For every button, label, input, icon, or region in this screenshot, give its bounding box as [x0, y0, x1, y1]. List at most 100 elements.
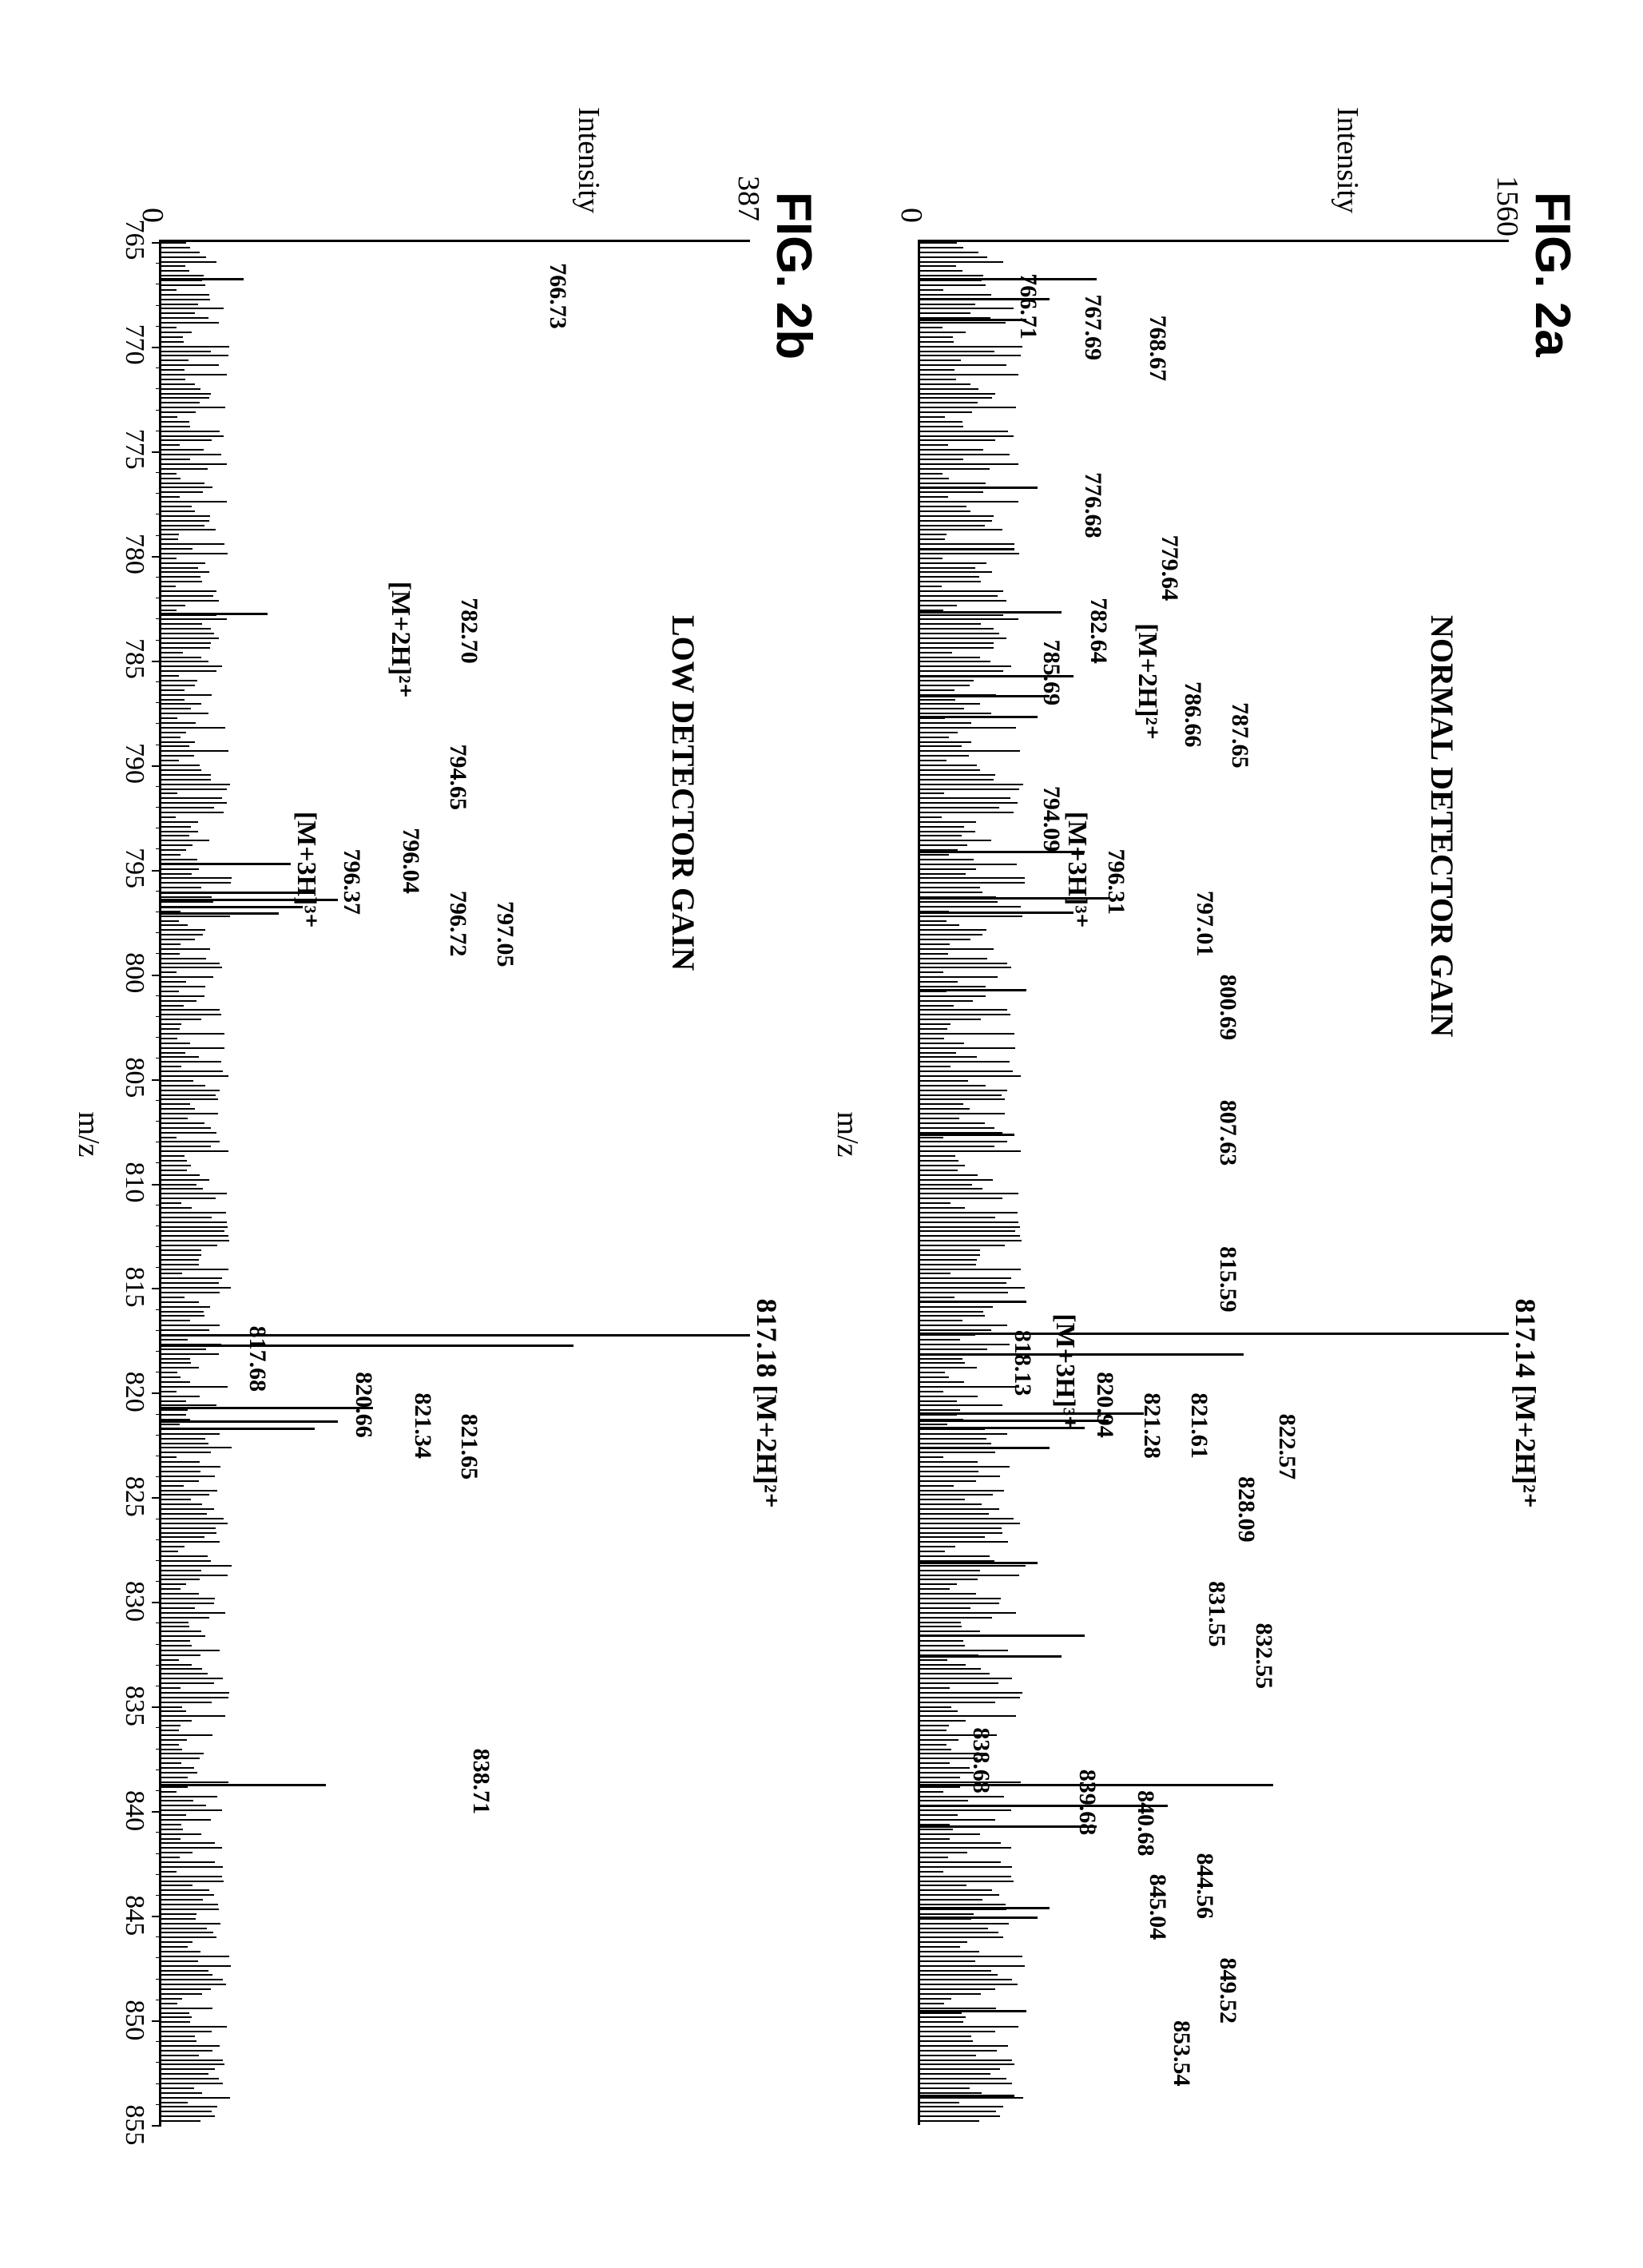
peak-label: 796.04: [396, 828, 423, 894]
peak-label: 782.70: [455, 598, 482, 664]
y-zero-a: 0: [894, 208, 929, 223]
peak-label: 782.64: [1085, 598, 1112, 664]
peak-label: 786.66: [1179, 681, 1206, 747]
peak-label: 787.65: [1226, 702, 1253, 769]
spectrum-peak: [161, 1420, 338, 1423]
xtick-label: 775: [119, 428, 149, 469]
peak-label: 818.13: [1008, 1329, 1035, 1396]
noise-region-a: [920, 242, 1026, 2125]
spectrum-peak: [920, 319, 1026, 321]
xticks-b: 7657707757807857907958008058108158208258…: [109, 240, 149, 2125]
spectrum-peak: [920, 298, 1050, 300]
spectrum-peak: [920, 1655, 1062, 1658]
peak-label: 832.55: [1249, 1623, 1276, 1689]
spectrum-peak: [161, 1427, 315, 1429]
spectrum-peak: [920, 486, 1038, 488]
peak-label: 821.65: [455, 1413, 482, 1480]
y-axis-label-b: Intensity: [571, 107, 606, 213]
spectrum-peak: [161, 905, 303, 908]
spectrum-peak: [920, 1916, 1038, 1919]
peak-label: 767.69: [1078, 294, 1105, 360]
peak-label: 815.59: [1214, 1246, 1241, 1313]
peak-label: 821.34: [408, 1392, 435, 1459]
spectrum-peak: [161, 1406, 373, 1408]
ion-annotation: [M+2H]²⁺: [385, 581, 417, 697]
x-axis-label-b: m/z: [71, 1111, 106, 1157]
spectrum-peak: [920, 2010, 1026, 2012]
figure-label-b: FIG. 2b: [765, 192, 822, 359]
xtick-label: 795: [119, 848, 149, 888]
spectrum-peak: [920, 2094, 1014, 2096]
y-max-a: 1560: [1490, 176, 1525, 236]
x-axis-label-a: m/z: [830, 1111, 865, 1157]
xtick-label: 805: [119, 1057, 149, 1098]
xticks-a: [868, 240, 908, 2125]
peak-label: 779.64: [1155, 534, 1182, 601]
spectrum-peak: [920, 1300, 1026, 1302]
xtick-label: 835: [119, 1686, 149, 1726]
peak-label: 820.94: [1090, 1372, 1117, 1438]
xtick-label: 840: [119, 1790, 149, 1831]
ion-annotation: [M+3H]³⁺: [1050, 1313, 1081, 1430]
spectrum-peak: [920, 1353, 1244, 1356]
spectrum-peak: [920, 695, 1050, 697]
peak-label: 768.67: [1144, 315, 1171, 381]
peak-label: 800.69: [1214, 974, 1241, 1040]
xtick-label: 855: [119, 2104, 149, 2145]
spectrum-peak: [920, 610, 1062, 613]
spectrum-peak: [920, 1134, 1014, 1136]
spectrum-peak: [161, 278, 244, 280]
peak-label: 831.55: [1202, 1581, 1229, 1647]
spectrum-peak: [161, 862, 291, 864]
xtick-label: 765: [119, 219, 149, 260]
peak-label: 838.68: [966, 1727, 994, 1793]
xtick-label: 815: [119, 1266, 149, 1307]
panel-fig2a: FIG. 2a NORMAL DETECTOR GAIN Intensity 1…: [822, 96, 1581, 2173]
peak-label: 840.68: [1132, 1789, 1159, 1856]
peak-label: 828.09: [1232, 1476, 1259, 1543]
peak-label: 838.71: [467, 1748, 494, 1814]
spectrum-peak: [920, 277, 1097, 280]
ion-annotation: [M+3H]³⁺: [291, 811, 323, 927]
peak-label: 822.57: [1273, 1413, 1300, 1480]
peak-label: 797.05: [490, 900, 518, 967]
spectrum-peak: [161, 912, 279, 915]
xtick-label: 770: [119, 324, 149, 364]
peak-label: 821.61: [1185, 1392, 1212, 1459]
xtick-label: 780: [119, 533, 149, 574]
spectrum-peak: [920, 1825, 1097, 1827]
peak-label: 844.56: [1191, 1853, 1218, 1919]
peak-label: 796.37: [338, 848, 365, 915]
panel-fig2b: FIG. 2b LOW DETECTOR GAIN Intensity 387 …: [63, 96, 822, 2173]
peak-label: 796.72: [443, 890, 470, 956]
major-ion-label: 817.14 [M+2H]²⁺: [1509, 1298, 1542, 1507]
spectrum-peak: [161, 1784, 326, 1786]
y-max-b: 387: [731, 176, 766, 221]
spectrum-peak: [920, 1446, 1050, 1448]
peak-label: 776.68: [1078, 472, 1105, 538]
xtick-label: 825: [119, 1476, 149, 1516]
spectrum-peak: [161, 1344, 573, 1346]
peak-label: 766.71: [1014, 273, 1041, 340]
ion-annotation: [M+3H]³⁺: [1061, 811, 1093, 927]
peak-label: 817.68: [244, 1325, 271, 1392]
ion-annotation: [M+2H]²⁺: [1132, 623, 1164, 740]
spectrum-peak: [920, 716, 1038, 718]
xtick-label: 850: [119, 2000, 149, 2040]
xtick-label: 800: [119, 952, 149, 993]
peak-label: 797.01: [1191, 890, 1218, 956]
xtick-label: 820: [119, 1371, 149, 1412]
peak-label: 820.66: [349, 1372, 376, 1438]
spectrum-peak: [920, 1906, 1050, 1909]
peak-label: 845.04: [1144, 1873, 1171, 1940]
xtick-label: 790: [119, 743, 149, 784]
plot-area-b: 766.73 782.70 794.65 796.04 796.37 796.72 797.…: [159, 240, 750, 2125]
peak-label: 794.09: [1038, 785, 1065, 852]
peak-label: 766.73: [544, 263, 571, 329]
xtick-label: 785: [119, 638, 149, 678]
xtick-label: 810: [119, 1162, 149, 1202]
spectrum-peak: [920, 1804, 1168, 1806]
spectrum-peak: [920, 1562, 1038, 1564]
peak-label: 794.65: [443, 744, 470, 810]
peak-label: 807.63: [1214, 1099, 1241, 1166]
